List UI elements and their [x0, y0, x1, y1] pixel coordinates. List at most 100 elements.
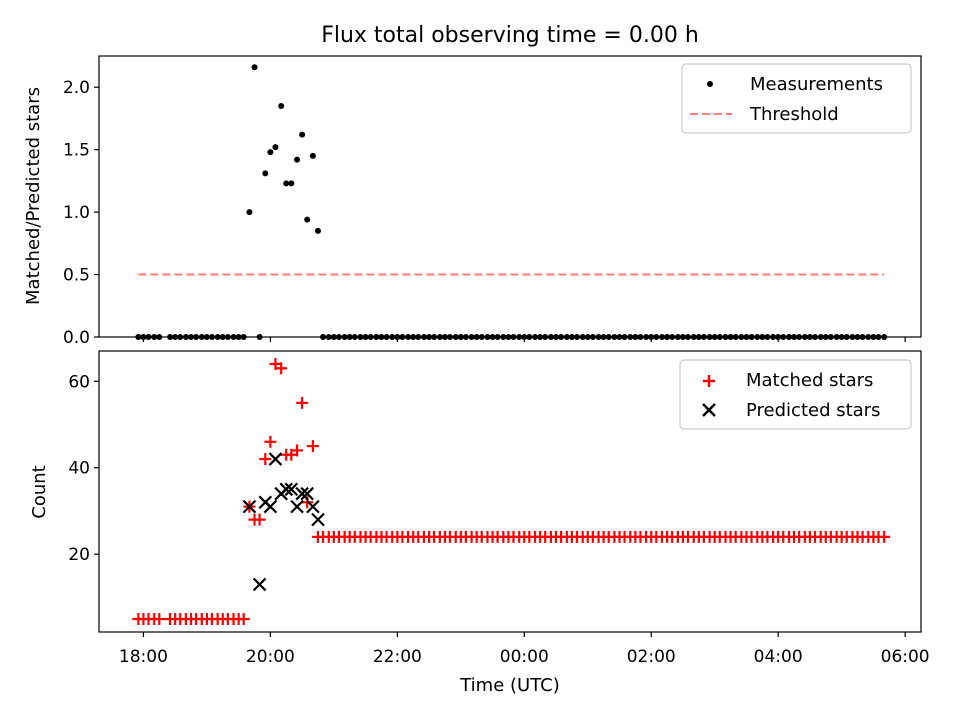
top-legend: Measurements Threshold — [681, 63, 912, 134]
measurement-point — [537, 334, 544, 340]
measurement-point — [738, 334, 745, 340]
measurement-point — [695, 334, 702, 340]
measurement-point — [494, 334, 501, 340]
measurement-point — [288, 180, 295, 187]
measurement-point — [208, 334, 215, 340]
x-tick-label: 20:00 — [246, 647, 295, 667]
measurement-point — [246, 209, 253, 216]
measurement-point — [775, 334, 782, 340]
measurement-point — [780, 334, 787, 340]
measurement-point — [394, 334, 401, 340]
measurement-point — [203, 334, 210, 340]
x-tick-label: 22:00 — [373, 647, 422, 667]
measurement-point — [272, 144, 279, 151]
measurement-point — [283, 180, 290, 187]
measurement-point — [351, 334, 358, 340]
measurement-point — [685, 334, 692, 340]
measurement-point — [262, 170, 269, 177]
measurement-point — [172, 334, 179, 340]
measurement-point — [881, 334, 888, 340]
measurement-point — [214, 334, 221, 340]
bottom-panel: 20 40 60 18:00 20:00 22:00 00:00 02:00 04:00 06:… — [29, 350, 930, 696]
legend-marker-measurements — [707, 81, 713, 87]
measurement-point — [643, 334, 650, 340]
measurement-point — [579, 334, 586, 340]
measurement-point — [156, 334, 163, 340]
matched-star-point — [253, 513, 266, 526]
x-tick-label: 00:00 — [500, 647, 549, 667]
measurement-point — [256, 334, 263, 340]
measurement-point — [547, 334, 554, 340]
measurement-point — [659, 334, 666, 340]
measurement-point — [838, 334, 845, 340]
measurement-point — [521, 334, 528, 340]
bottom-x-axis: 18:00 20:00 22:00 00:00 02:00 04:00 06:00 — [119, 632, 930, 667]
measurement-point — [462, 334, 469, 340]
measurement-point — [748, 334, 755, 340]
measurement-point — [822, 334, 829, 340]
matched-star-point — [153, 613, 166, 626]
measurement-point — [727, 334, 734, 340]
measurement-point — [764, 334, 771, 340]
bottom-y-axis-label: Count — [29, 465, 50, 518]
x-tick-label: 18:00 — [119, 647, 168, 667]
measurement-point — [827, 334, 834, 340]
bottom-y-tick-label: 40 — [68, 459, 90, 479]
measurement-point — [484, 334, 491, 340]
measurement-point — [722, 334, 729, 340]
measurement-point — [711, 334, 718, 340]
measurement-point — [193, 334, 200, 340]
predicted-star-point — [252, 577, 267, 592]
measurement-point — [743, 334, 750, 340]
matched-star-point — [878, 530, 891, 543]
measurement-point — [653, 334, 660, 340]
bottom-y-tick-label: 20 — [68, 545, 90, 565]
measurement-point — [621, 334, 628, 340]
measurement-point — [320, 334, 327, 340]
measurement-point — [849, 334, 856, 340]
measurement-point — [405, 334, 412, 340]
measurement-point — [325, 334, 332, 340]
measurement-point — [436, 334, 443, 340]
legend-label-measurements: Measurements — [750, 74, 883, 95]
measurement-point — [510, 334, 517, 340]
predicted-star-point — [295, 486, 309, 501]
measurement-point — [457, 334, 464, 340]
measurement-point — [859, 334, 866, 340]
measurement-point — [135, 334, 142, 340]
measurement-point — [526, 334, 533, 340]
top-plot-marks — [135, 64, 888, 340]
measurement-point — [389, 334, 396, 340]
measurement-point — [706, 334, 713, 340]
predicted-star-point — [300, 486, 314, 501]
measurement-point — [468, 334, 475, 340]
measurement-point — [532, 334, 539, 340]
measurement-point — [335, 334, 342, 340]
measurement-point — [500, 334, 507, 340]
top-y-tick-label: 0.0 — [63, 328, 90, 348]
measurement-point — [240, 334, 247, 340]
measurement-point — [870, 334, 877, 340]
measurement-point — [309, 152, 316, 159]
measurement-point — [600, 334, 607, 340]
measurement-point — [224, 334, 231, 340]
bottom-y-tick-label: 60 — [68, 372, 90, 392]
predicted-star-point — [242, 499, 257, 514]
predicted-star-point — [290, 499, 304, 514]
matched-star-point — [264, 435, 277, 448]
bottom-legend: Matched stars Predicted stars — [679, 359, 912, 430]
legend-marker-matched — [703, 375, 715, 387]
measurement-point — [267, 149, 274, 156]
measurement-point — [330, 334, 337, 340]
measurement-point — [182, 334, 189, 340]
measurement-point — [791, 334, 798, 340]
measurement-point — [452, 334, 459, 340]
measurement-point — [632, 334, 639, 340]
measurement-point — [589, 334, 596, 340]
measurement-point — [669, 334, 676, 340]
top-y-tick-label: 1.5 — [63, 141, 90, 161]
measurement-point — [732, 334, 739, 340]
measurement-point — [235, 334, 242, 340]
measurement-point — [431, 334, 438, 340]
